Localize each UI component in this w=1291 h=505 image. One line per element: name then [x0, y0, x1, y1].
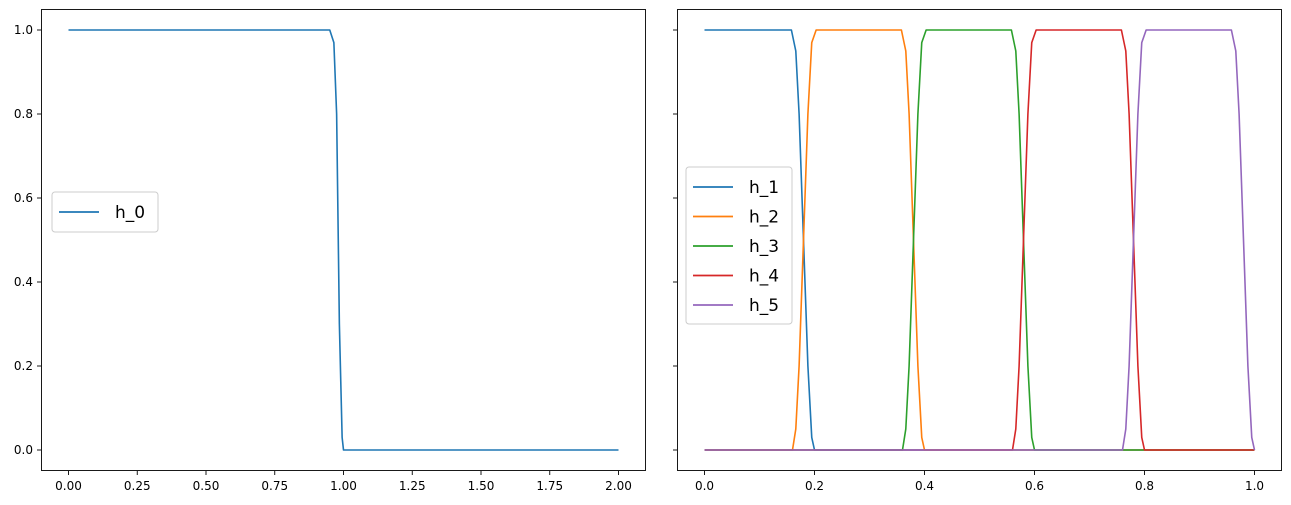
series-line-h_4 [704, 29, 1255, 451]
left-plot: 0.00 0.25 0.50 0.75 1.00 1.25 1.50 1.75 2.00 0.0 0… [14, 9, 646, 493]
right-plot: 0.0 0.2 0.4 0.6 0.8 1.0 h_1 h_2 h_3 h_4 h_5 [673, 9, 1282, 493]
series-line-h_5 [704, 29, 1256, 451]
x-tick-label: 1.75 [536, 479, 563, 493]
x-tick-label: 0.2 [805, 479, 824, 493]
x-tick-label: 0.50 [193, 479, 220, 493]
y-tick-label: 0.4 [14, 275, 33, 289]
series-line-h_3 [704, 29, 1255, 451]
y-tick-label: 0.0 [14, 443, 33, 457]
y-tick-label: 0.8 [14, 107, 33, 121]
legend-label-h_2: h_2 [749, 208, 779, 228]
series-line-h_2 [704, 29, 1255, 451]
x-tick-label: 0.4 [915, 479, 934, 493]
legend: h_0 [51, 191, 159, 233]
y-tick-label: 0.6 [14, 191, 33, 205]
axes-frame [41, 9, 646, 471]
x-tick-label: 0.6 [1025, 479, 1044, 493]
x-tick-label: 1.0 [1245, 479, 1264, 493]
x-tick-label: 1.00 [330, 479, 357, 493]
x-tick-label: 1.25 [399, 479, 426, 493]
legend-label-h_5: h_5 [749, 296, 779, 316]
x-tick-label: 2.00 [605, 479, 632, 493]
y-tick-label: 1.0 [14, 23, 33, 37]
x-tick-label: 0.75 [261, 479, 288, 493]
legend-label-h_0: h_0 [115, 203, 145, 223]
legend-label-h_4: h_4 [749, 267, 779, 287]
x-tick-label: 0.0 [695, 479, 714, 493]
x-tick-label: 1.50 [468, 479, 495, 493]
legend: h_1 h_2 h_3 h_4 h_5 [685, 166, 793, 325]
x-tick-label: 0.00 [55, 479, 82, 493]
series-line-h_0 [68, 29, 619, 451]
x-tick-label: 0.8 [1135, 479, 1154, 493]
y-tick-label: 0.2 [14, 359, 33, 373]
legend-box [685, 166, 793, 325]
x-tick-label: 0.25 [124, 479, 151, 493]
legend-label-h_3: h_3 [749, 237, 779, 257]
legend-label-h_1: h_1 [749, 178, 779, 198]
legend-box [51, 191, 159, 233]
axes-frame [677, 9, 1282, 471]
